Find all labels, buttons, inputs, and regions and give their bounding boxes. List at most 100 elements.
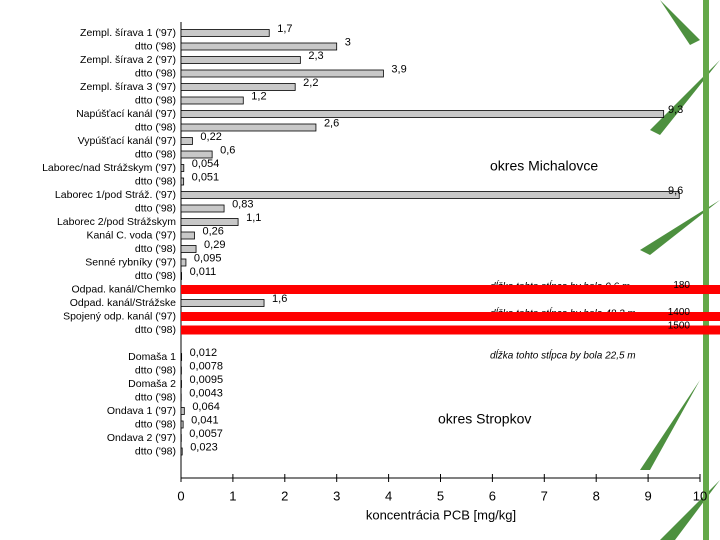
- value-label: 2,3: [308, 50, 323, 62]
- y-tick-label: dtto ('98): [135, 94, 176, 106]
- x-tick-label: 0: [177, 488, 184, 503]
- x-tick-label: 8: [593, 488, 600, 503]
- y-tick-label: Laborec 2/pod Strážskym: [57, 216, 176, 228]
- x-tick-label: 7: [541, 488, 548, 503]
- y-tick-label: Odpad. kanál/Strážske: [70, 297, 176, 309]
- bar: [181, 137, 193, 145]
- y-tick-label: dtto ('98): [135, 270, 176, 282]
- y-tick-label: Ondava 1 ('97): [107, 405, 176, 417]
- bars: [181, 29, 720, 456]
- y-tick-label: Domaša 1: [128, 351, 176, 363]
- y-tick-label: Laborec 1/pod Stráž. ('97): [55, 189, 176, 201]
- x-tick-label: 9: [644, 488, 651, 503]
- y-tick-label: Kanál C. voda ('97): [86, 229, 176, 241]
- value-label: 1,7: [277, 23, 292, 35]
- value-label: 1500: [668, 321, 691, 332]
- value-label: 0,0078: [189, 360, 223, 372]
- y-tick-label: dtto ('98): [135, 418, 176, 430]
- value-label: 1400: [668, 307, 691, 318]
- bar: [181, 204, 225, 213]
- bar: [181, 69, 384, 78]
- value-label: 0,0095: [189, 374, 223, 386]
- bar: [181, 123, 317, 132]
- y-tick-label: Spojený odp. kanál ('97): [63, 310, 176, 322]
- y-tick-label: Ondava 2 ('97): [107, 432, 176, 444]
- value-label: 1,2: [251, 90, 266, 102]
- bar: [181, 150, 213, 159]
- bar: [181, 447, 183, 456]
- value-label: 0,051: [192, 171, 220, 183]
- bar: [181, 218, 239, 226]
- bar: [181, 353, 183, 361]
- y-tick-label: Vypúšťací kanál ('97): [78, 135, 176, 147]
- value-label: 180: [673, 280, 690, 291]
- y-tick-label: Domaša 2: [128, 378, 176, 390]
- bar: [181, 312, 720, 321]
- bar: [181, 258, 187, 267]
- value-label: 0,011: [190, 266, 217, 278]
- value-label: 1,1: [246, 212, 261, 224]
- value-label: 0,095: [194, 252, 222, 264]
- y-tick-label: Zempl. šírava 3 ('97): [80, 81, 176, 93]
- x-tick-label: 6: [489, 488, 496, 503]
- bar: [181, 420, 184, 429]
- bar: [181, 110, 665, 118]
- bar: [181, 285, 720, 294]
- annotation: okres Michalovce: [490, 158, 598, 174]
- annotation: okres Stropkov: [438, 411, 531, 427]
- value-label: 0,041: [191, 414, 219, 426]
- value-label: 1,6: [272, 293, 287, 305]
- value-label: 0,29: [204, 239, 225, 251]
- bar: [181, 191, 680, 199]
- bar: [181, 407, 185, 415]
- y-tick-label: Odpad. kanál/Chemko: [72, 283, 177, 295]
- value-label: 9,3: [668, 104, 683, 116]
- x-tick-label: 2: [281, 488, 288, 503]
- value-label: 0,0057: [189, 428, 223, 440]
- annotation: dĺžka tohto stĺpca by bola 22,5 m: [490, 349, 636, 362]
- x-tick-label: 1: [229, 488, 236, 503]
- value-label: 0,054: [192, 158, 220, 170]
- x-axis-label: koncentrácia PCB [mg/kg]: [366, 507, 516, 522]
- y-tick-label: Laborec/nad Strážskym ('97): [42, 162, 176, 174]
- bar: [181, 83, 296, 91]
- bamboo-decoration: [640, 0, 720, 540]
- value-label: 3,9: [391, 63, 406, 75]
- bar: [181, 245, 197, 253]
- bar: [181, 42, 338, 51]
- y-tick-label: dtto ('98): [135, 121, 176, 133]
- bar: [181, 177, 185, 186]
- value-label: 0,26: [202, 225, 223, 237]
- y-tick-label: dtto ('98): [135, 364, 176, 376]
- value-label: 0,0043: [189, 387, 223, 399]
- y-tick-label: Senné rybníky ('97): [85, 256, 176, 268]
- y-tick-label: dtto ('98): [135, 243, 176, 255]
- y-tick-label: dtto ('98): [135, 40, 176, 52]
- x-tick-label: 10: [693, 488, 707, 503]
- y-tick-label: dtto ('98): [135, 175, 176, 187]
- value-label: 0,064: [192, 401, 220, 413]
- bar: [181, 56, 301, 64]
- value-label: 9,6: [668, 185, 683, 197]
- bar: [181, 272, 182, 280]
- x-tick-label: 4: [385, 488, 392, 503]
- bar: [181, 96, 244, 105]
- value-label: 0,6: [220, 144, 235, 156]
- bar: [181, 164, 185, 172]
- x-tick-label: 5: [437, 488, 444, 503]
- bar: [181, 231, 195, 240]
- value-label: 2,2: [303, 77, 318, 89]
- value-label: 3: [345, 36, 351, 48]
- y-tick-label: dtto ('98): [135, 202, 176, 214]
- y-tick-label: dtto ('98): [135, 67, 176, 79]
- y-tick-label: Zempl. šírava 1 ('97): [80, 27, 176, 39]
- y-tick-label: dtto ('98): [135, 445, 176, 457]
- y-tick-label: Napúšťací kanál ('97): [76, 108, 176, 120]
- bar: [181, 325, 720, 335]
- y-tick-label: dtto ('98): [135, 324, 176, 336]
- value-label: 0,22: [200, 131, 221, 143]
- y-tick-label: dtto ('98): [135, 148, 176, 160]
- bar: [181, 299, 265, 307]
- value-label: 2,6: [324, 117, 339, 129]
